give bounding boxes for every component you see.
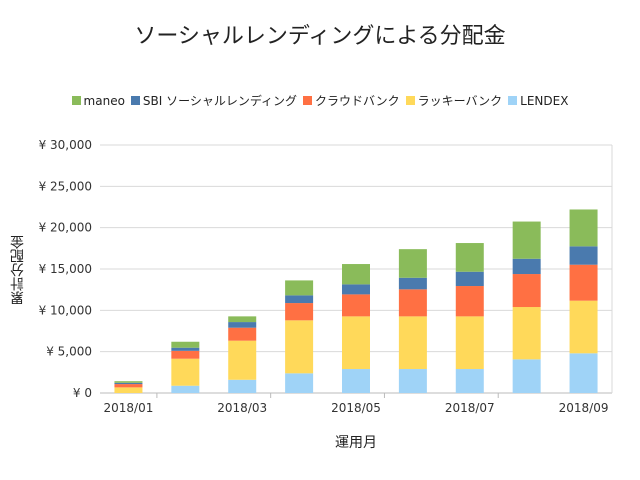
bar-segment [569, 246, 598, 265]
bar-segment [171, 350, 200, 359]
y-tick-label: ¥ 30,000 [39, 138, 92, 152]
bar-segment [398, 316, 427, 370]
legend-swatch [508, 96, 518, 105]
x-tick-label: 2018/05 [331, 401, 381, 415]
bar-segment [171, 341, 200, 348]
x-tick-label: 2018/09 [559, 401, 609, 415]
legend-item: SBI ソーシャルレンディング [130, 92, 298, 109]
bar-segment [455, 271, 484, 287]
y-tick-label: ¥ 5,000 [46, 345, 92, 359]
legend-swatch [130, 96, 140, 105]
bar-segment [398, 369, 427, 393]
bar-segment [398, 289, 427, 317]
bar-segment [512, 258, 541, 275]
bar-segment [512, 359, 541, 393]
bar-segment [342, 284, 370, 295]
bar-segment [569, 264, 598, 301]
bar-segment [455, 243, 484, 272]
bar-segment [342, 294, 370, 317]
bar-segment [171, 347, 200, 351]
x-tick-label: 2018/03 [217, 401, 267, 415]
bar-segment [569, 209, 598, 247]
bar-segment [455, 369, 484, 393]
legend-swatch [303, 96, 313, 105]
bar-segment [114, 384, 143, 388]
legend-label: SBI ソーシャルレンディング [142, 94, 298, 108]
bar-segment [455, 316, 484, 370]
bar-segment [228, 322, 257, 328]
bar-segment [398, 277, 427, 290]
bar-segment [285, 373, 314, 393]
bar-segment [512, 307, 541, 360]
bar-segment [171, 385, 200, 393]
bar-segment [342, 369, 370, 393]
bar-segment [342, 316, 370, 370]
legend-item: クラウドバンク [303, 92, 400, 109]
legend: maneo SBI ソーシャルレンディング クラウドバンク ラッキーバンク LENDEX [0, 92, 640, 109]
legend-item: LENDEX [508, 94, 568, 108]
bar-segment [512, 274, 541, 308]
x-axis-label: 運用月 [335, 435, 377, 451]
bar-segment [285, 303, 314, 321]
bar-segment [455, 286, 484, 317]
legend-swatch [71, 96, 81, 105]
legend-label: maneo [83, 94, 125, 108]
y-tick-label: ¥ 20,000 [39, 221, 92, 235]
x-tick-label: 2018/01 [104, 401, 154, 415]
legend-swatch [405, 96, 415, 105]
y-tick-label: ¥ 10,000 [39, 303, 92, 317]
bar-segment [114, 382, 143, 385]
bar-segment [569, 300, 598, 354]
bar-segment [228, 327, 257, 341]
bar-segment [114, 381, 143, 383]
legend-item: ラッキーバンク [405, 92, 503, 109]
bar-segment [228, 379, 257, 393]
legend-label: LENDEX [520, 94, 569, 108]
bar-segment [398, 249, 427, 278]
bar-segment [342, 264, 370, 285]
legend-label: クラウドバンク [315, 94, 400, 108]
bar-segment [171, 358, 200, 386]
bar-segment [285, 295, 314, 304]
y-tick-label: ¥ 25,000 [39, 179, 92, 193]
chart-title: ソーシャルレンディングによる分配金 [134, 24, 506, 49]
bar-segment [569, 353, 598, 393]
bar-segment [228, 340, 257, 380]
x-tick-label: 2018/07 [445, 401, 495, 415]
y-tick-label: ¥ 15,000 [39, 262, 92, 276]
bar-segment [285, 320, 314, 374]
y-tick-label: ¥ 0 [73, 386, 92, 400]
bar-segment [512, 221, 541, 259]
legend-item: maneo [71, 94, 125, 108]
bar-segment [228, 316, 257, 323]
legend-label: ラッキーバンク [417, 94, 503, 108]
bar-segment [114, 387, 143, 393]
bar-segment [285, 280, 314, 296]
